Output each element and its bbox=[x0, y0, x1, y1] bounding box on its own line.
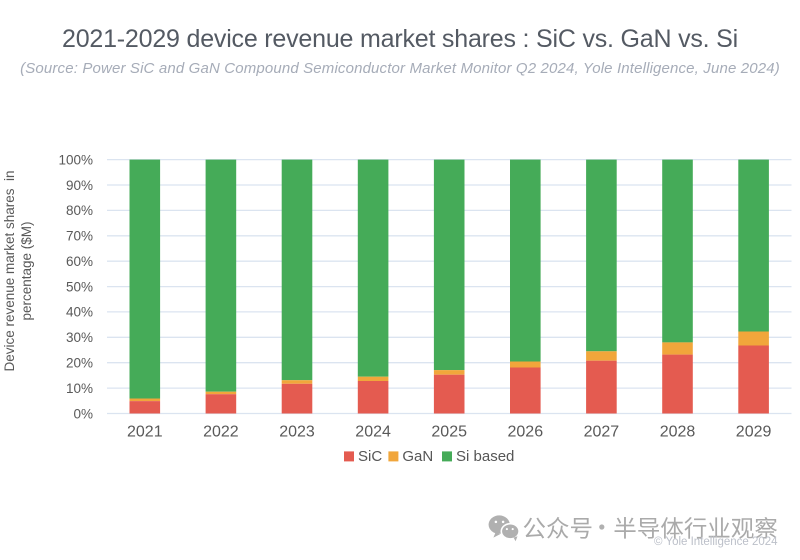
svg-text:50%: 50% bbox=[66, 279, 93, 294]
svg-text:10%: 10% bbox=[66, 381, 93, 396]
svg-text:60%: 60% bbox=[66, 254, 93, 269]
svg-text:2028: 2028 bbox=[660, 424, 696, 441]
svg-text:© Yole Intelligence 2024: © Yole Intelligence 2024 bbox=[654, 536, 778, 548]
svg-text:2029: 2029 bbox=[736, 424, 772, 441]
svg-text:2025: 2025 bbox=[431, 424, 467, 441]
svg-text:30%: 30% bbox=[66, 330, 93, 345]
svg-text:SiC: SiC bbox=[358, 448, 382, 465]
svg-text:2027: 2027 bbox=[584, 424, 620, 441]
svg-text:2024: 2024 bbox=[355, 424, 391, 441]
svg-text:0%: 0% bbox=[73, 406, 93, 421]
svg-text:GaN: GaN bbox=[402, 448, 433, 465]
svg-text:100%: 100% bbox=[58, 152, 93, 167]
svg-text:70%: 70% bbox=[66, 229, 93, 244]
svg-text:90%: 90% bbox=[66, 178, 93, 193]
svg-text:Si based: Si based bbox=[456, 448, 514, 465]
svg-text:2021: 2021 bbox=[127, 424, 163, 441]
svg-text:40%: 40% bbox=[66, 305, 93, 320]
svg-text:80%: 80% bbox=[66, 203, 93, 218]
svg-text:20%: 20% bbox=[66, 356, 93, 371]
svg-text:2026: 2026 bbox=[508, 424, 544, 441]
svg-text:2022: 2022 bbox=[203, 424, 239, 441]
svg-text:2023: 2023 bbox=[279, 424, 315, 441]
